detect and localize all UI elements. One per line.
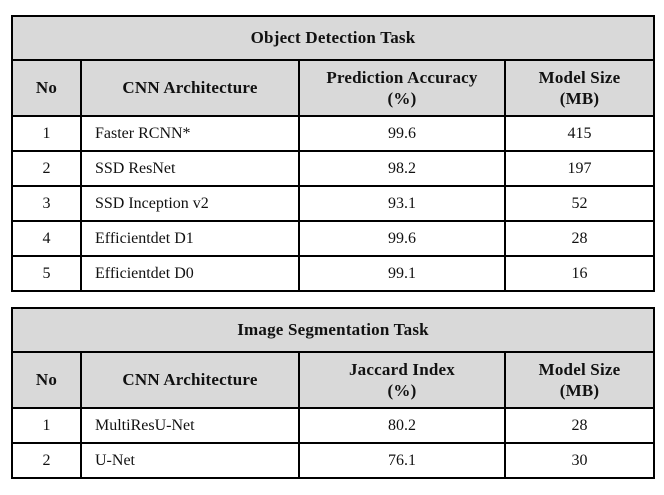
cell-accuracy: 98.2: [298, 150, 506, 187]
table-row: 5 Efficientdet D0 99.1 16: [11, 255, 655, 292]
cell-model-size: 197: [504, 150, 655, 187]
cell-model-size: 415: [504, 115, 655, 152]
cell-architecture: Efficientdet D0: [80, 255, 300, 292]
table-row: 2 U-Net 76.1 30: [11, 442, 655, 479]
table-row: 1 Faster RCNN* 99.6 415: [11, 115, 655, 152]
table-title-row: Object Detection Task: [11, 15, 655, 61]
cell-accuracy: 99.6: [298, 220, 506, 257]
column-header-architecture: CNN Architecture: [80, 351, 300, 409]
cell-no: 4: [11, 220, 82, 257]
column-header-model-size: Model Size (MB): [504, 59, 655, 117]
table-row: 3 SSD Inception v2 93.1 52: [11, 185, 655, 222]
cell-architecture: Faster RCNN*: [80, 115, 300, 152]
object-detection-table: Object Detection Task No CNN Architectur…: [11, 15, 655, 292]
cell-model-size: 28: [504, 220, 655, 257]
column-header-accuracy: Prediction Accuracy (%): [298, 59, 506, 117]
table-row: 1 MultiResU-Net 80.2 28: [11, 407, 655, 444]
cell-architecture: U-Net: [80, 442, 300, 479]
cell-model-size: 52: [504, 185, 655, 222]
cell-architecture: MultiResU-Net: [80, 407, 300, 444]
column-header-no: No: [11, 59, 82, 117]
image-segmentation-table: Image Segmentation Task No CNN Architect…: [11, 307, 655, 479]
column-header-model-size: Model Size (MB): [504, 351, 655, 409]
cell-no: 2: [11, 442, 82, 479]
cell-jaccard: 76.1: [298, 442, 506, 479]
column-header-no: No: [11, 351, 82, 409]
cell-accuracy: 99.1: [298, 255, 506, 292]
cell-accuracy: 93.1: [298, 185, 506, 222]
cell-no: 1: [11, 407, 82, 444]
table-title-row: Image Segmentation Task: [11, 307, 655, 353]
cell-no: 1: [11, 115, 82, 152]
cell-jaccard: 80.2: [298, 407, 506, 444]
column-header-jaccard: Jaccard Index (%): [298, 351, 506, 409]
table-row: 2 SSD ResNet 98.2 197: [11, 150, 655, 187]
table-header-row: No CNN Architecture Prediction Accuracy …: [11, 59, 655, 117]
cell-architecture: SSD ResNet: [80, 150, 300, 187]
cell-architecture: Efficientdet D1: [80, 220, 300, 257]
column-header-architecture: CNN Architecture: [80, 59, 300, 117]
cell-accuracy: 99.6: [298, 115, 506, 152]
table-title: Image Segmentation Task: [11, 307, 655, 353]
cell-model-size: 30: [504, 442, 655, 479]
table-row: 4 Efficientdet D1 99.6 28: [11, 220, 655, 257]
cell-no: 5: [11, 255, 82, 292]
cell-architecture: SSD Inception v2: [80, 185, 300, 222]
cell-no: 2: [11, 150, 82, 187]
table-title: Object Detection Task: [11, 15, 655, 61]
cell-model-size: 16: [504, 255, 655, 292]
cell-no: 3: [11, 185, 82, 222]
table-header-row: No CNN Architecture Jaccard Index (%) Mo…: [11, 351, 655, 409]
cell-model-size: 28: [504, 407, 655, 444]
